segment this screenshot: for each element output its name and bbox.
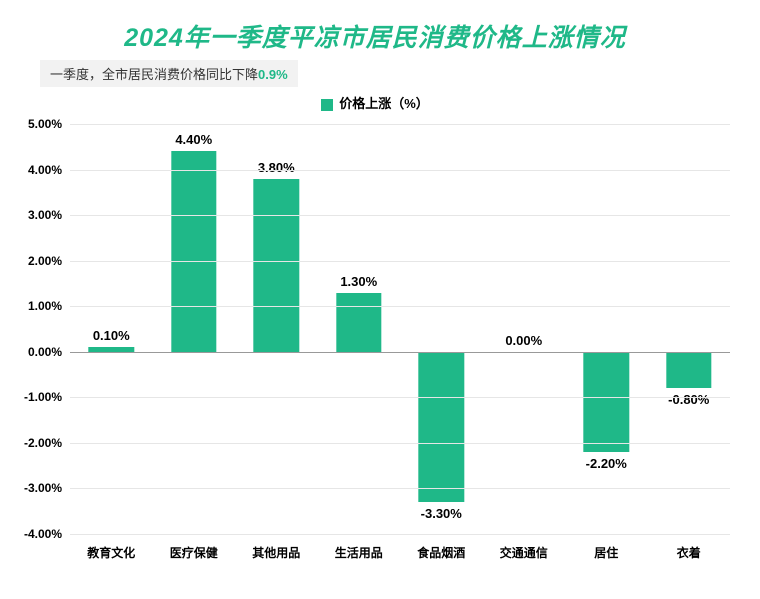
bar-slot: 0.00% bbox=[483, 124, 566, 534]
bar bbox=[584, 352, 629, 452]
bar-value-label: 1.30% bbox=[340, 274, 377, 289]
bar bbox=[666, 352, 711, 388]
bar-value-label: -2.20% bbox=[586, 456, 627, 471]
subtitle-highlight: 0.9% bbox=[258, 67, 288, 82]
bar-slot: 4.40% bbox=[153, 124, 236, 534]
y-tick-label: -4.00% bbox=[24, 527, 62, 541]
subtitle-badge: 一季度，全市居民消费价格同比下降0.9% bbox=[40, 60, 298, 87]
bar-slot: -3.30% bbox=[400, 124, 483, 534]
subtitle-wrap: 一季度，全市居民消费价格同比下降0.9% bbox=[40, 60, 740, 87]
bar-value-label: 0.10% bbox=[93, 328, 130, 343]
y-tick-label: 2.00% bbox=[28, 254, 62, 268]
y-tick-label: 1.00% bbox=[28, 299, 62, 313]
legend-label: 价格上涨（%） bbox=[339, 96, 429, 111]
x-tick-label: 衣着 bbox=[648, 540, 731, 564]
bar bbox=[419, 352, 464, 502]
legend: 价格上涨（%） bbox=[10, 93, 740, 112]
bar-value-label: 3.80% bbox=[258, 160, 295, 175]
bars-group: 0.10% 4.40% 3.80% 1.30% -3.30% 0.00% -2.20% -0.… bbox=[70, 124, 730, 534]
gridline bbox=[70, 306, 730, 307]
bar-slot: 0.10% bbox=[70, 124, 153, 534]
y-tick-label: -3.00% bbox=[24, 481, 62, 495]
y-tick-label: 5.00% bbox=[28, 117, 62, 131]
bar-value-label: 0.00% bbox=[505, 333, 542, 348]
y-tick-label: 4.00% bbox=[28, 163, 62, 177]
y-tick-label: -1.00% bbox=[24, 390, 62, 404]
chart-area: 0.10% 4.40% 3.80% 1.30% -3.30% 0.00% -2.20% -0.… bbox=[70, 114, 730, 564]
gridline bbox=[70, 397, 730, 398]
y-tick-label: 0.00% bbox=[28, 345, 62, 359]
x-tick-label: 生活用品 bbox=[318, 540, 401, 564]
x-axis-labels: 教育文化医疗保健其他用品生活用品食品烟酒交通通信居住衣着 bbox=[70, 540, 730, 564]
x-tick-label: 教育文化 bbox=[70, 540, 153, 564]
gridline bbox=[70, 170, 730, 171]
y-tick-label: -2.00% bbox=[24, 436, 62, 450]
plot-region: 0.10% 4.40% 3.80% 1.30% -3.30% 0.00% -2.20% -0.… bbox=[70, 124, 730, 534]
gridline bbox=[70, 261, 730, 262]
x-tick-label: 交通通信 bbox=[483, 540, 566, 564]
legend-swatch bbox=[321, 99, 333, 111]
bar-value-label: -3.30% bbox=[421, 506, 462, 521]
chart-container: 2024年一季度平凉市居民消费价格上涨情况 一季度，全市居民消费价格同比下降0.… bbox=[0, 0, 760, 599]
bar-slot: -0.80% bbox=[648, 124, 731, 534]
bar bbox=[254, 179, 299, 352]
gridline bbox=[70, 443, 730, 444]
bar-slot: -2.20% bbox=[565, 124, 648, 534]
y-tick-label: 3.00% bbox=[28, 208, 62, 222]
x-tick-label: 医疗保健 bbox=[153, 540, 236, 564]
bar bbox=[171, 151, 216, 351]
x-tick-label: 食品烟酒 bbox=[400, 540, 483, 564]
x-tick-label: 居住 bbox=[565, 540, 648, 564]
bar-value-label: -0.80% bbox=[668, 392, 709, 407]
bar-value-label: 4.40% bbox=[175, 132, 212, 147]
bar bbox=[336, 293, 381, 352]
bar-slot: 1.30% bbox=[318, 124, 401, 534]
gridline bbox=[70, 215, 730, 216]
gridline bbox=[70, 352, 730, 353]
bar-slot: 3.80% bbox=[235, 124, 318, 534]
gridline bbox=[70, 534, 730, 535]
chart-title: 2024年一季度平凉市居民消费价格上涨情况 bbox=[10, 18, 740, 54]
subtitle-prefix: 一季度，全市居民消费价格同比下降 bbox=[50, 67, 258, 82]
x-tick-label: 其他用品 bbox=[235, 540, 318, 564]
gridline bbox=[70, 488, 730, 489]
gridline bbox=[70, 124, 730, 125]
